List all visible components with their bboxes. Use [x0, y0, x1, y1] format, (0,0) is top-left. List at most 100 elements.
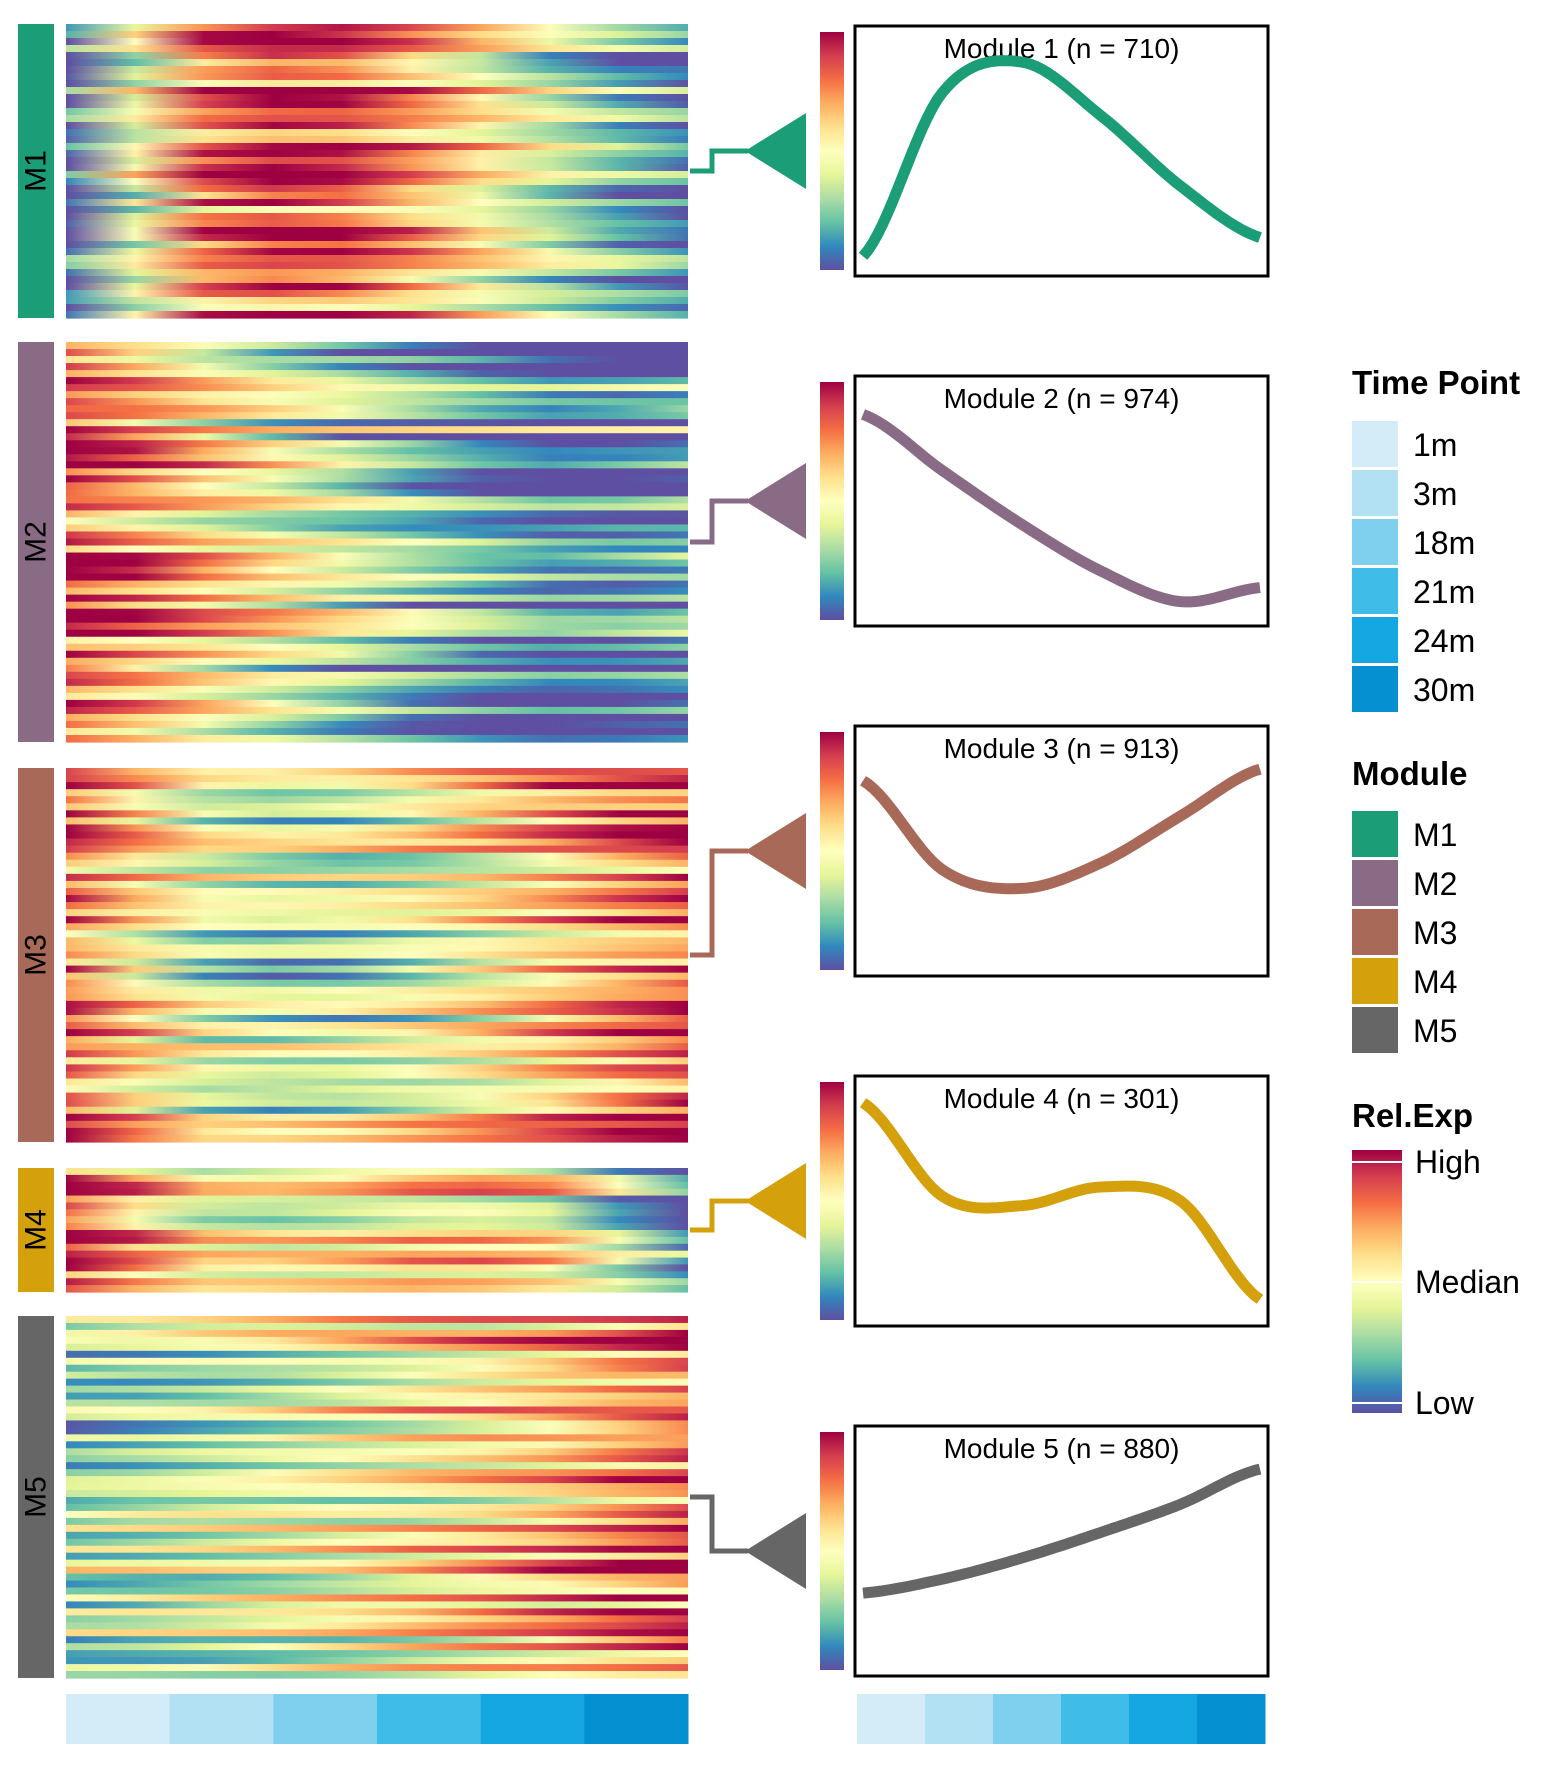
heatmap-row: [66, 944, 688, 953]
heatmap-row: [66, 979, 688, 988]
legend-timepoint-label: 3m: [1413, 476, 1457, 512]
heatmap-row: [66, 1615, 688, 1623]
legend-timepoint-swatch: [1352, 519, 1398, 565]
heatmap-row: [66, 1469, 688, 1477]
heatmap-row: [66, 1014, 688, 1023]
heatmap-row: [66, 923, 688, 931]
heatmap-row: [66, 629, 688, 638]
timepoint-cell: [857, 1694, 926, 1744]
heatmap-row: [66, 1209, 688, 1217]
heatmap-row: [66, 426, 688, 434]
heatmap-row: [66, 587, 688, 596]
trend-plot-frame: [853, 24, 1270, 278]
module-trend-panels: Module 1 (n = 710) Module 2 (n = 974) Modu…: [820, 24, 1270, 1678]
heatmap-row: [66, 965, 688, 974]
heatmap-row: [66, 129, 688, 137]
legend-module-swatch: [1352, 909, 1398, 955]
heatmap-row: [66, 1007, 688, 1016]
heatmap-row: [66, 636, 688, 645]
trend-colorbar: [820, 32, 844, 270]
heatmap-row: [66, 1236, 688, 1245]
legend-module-swatch: [1352, 958, 1398, 1004]
heatmap-row: [66, 1000, 688, 1009]
heatmap-row: [66, 1343, 688, 1352]
heatmap-row: [66, 510, 688, 519]
heatmap-row: [66, 1230, 688, 1238]
heatmap-row: [66, 887, 688, 896]
heatmap-row: [66, 1406, 688, 1415]
connector-line: [690, 848, 748, 958]
heatmap-row: [66, 461, 688, 469]
legend-module-label: M5: [1413, 1013, 1457, 1049]
heatmap-row: [66, 489, 688, 497]
heatmap-row: [66, 1243, 688, 1252]
heatmap-row: [66, 1285, 688, 1293]
heatmap-row: [66, 391, 688, 399]
heatmap-row: [66, 1378, 688, 1387]
heatmap-row: [66, 531, 688, 540]
module-bar-m2: [18, 342, 54, 742]
heatmap-block-m5: [66, 1316, 688, 1679]
heatmap-row: [66, 1057, 688, 1065]
heatmap-row: [66, 1078, 688, 1087]
heatmap-row: [66, 622, 688, 631]
heatmap-row: [66, 304, 688, 312]
legend-module-label: M4: [1413, 964, 1457, 1000]
heatmap-row: [66, 412, 688, 420]
heatmap-row: [66, 1643, 688, 1651]
trend-colorbar: [820, 382, 844, 620]
legend-timepoint-swatch: [1352, 470, 1398, 516]
heatmap-row: [66, 1223, 688, 1231]
heatmap-row: [66, 573, 688, 582]
connector-line: [690, 1198, 748, 1233]
heatmap-row: [66, 1552, 688, 1561]
legend-timepoint-swatch: [1352, 617, 1398, 663]
legend-module-title: Module: [1352, 755, 1467, 792]
heatmap-row: [66, 108, 688, 116]
heatmap-row: [66, 1271, 688, 1279]
heatmap-row: [66, 1134, 688, 1143]
legend-module-swatch: [1352, 811, 1398, 857]
heatmap-row: [66, 269, 688, 277]
heatmap-row: [66, 1336, 688, 1345]
trend-line: [862, 1463, 1262, 1599]
module-bar-label: M2: [20, 521, 53, 563]
connector-triangle: [745, 813, 806, 889]
connector-line: [690, 1494, 748, 1554]
heatmap-row: [66, 734, 688, 743]
heatmap-row: [66, 1120, 688, 1129]
heatmap-row: [66, 545, 688, 554]
heatmap-row: [66, 1608, 688, 1616]
heatmap-row: [66, 66, 688, 74]
heatmap-row: [66, 206, 688, 214]
heatmap-row: [66, 1503, 688, 1512]
trend-title: Module 5 (n = 880): [944, 1433, 1180, 1464]
heatmap-row: [66, 150, 688, 158]
heatmap-row: [66, 1427, 688, 1435]
trend-colorbar: [820, 732, 844, 970]
heatmap-row: [66, 831, 688, 840]
heatmap-row: [66, 1483, 688, 1491]
heatmap-row: [66, 1092, 688, 1101]
heatmap-row: [66, 951, 688, 960]
heatmap-row: [66, 1216, 688, 1224]
module-bar-m3: [18, 768, 54, 1142]
heatmap-row: [66, 157, 688, 165]
heatmap-row: [66, 1357, 688, 1366]
heatmap-row: [66, 1566, 688, 1575]
heatmap-row: [66, 852, 688, 861]
relexp-low-label: Low: [1415, 1385, 1475, 1421]
heatmap-row: [66, 566, 688, 575]
heatmap-row: [66, 248, 688, 256]
trend-line: [860, 409, 1261, 608]
heatmap-row: [66, 524, 688, 533]
heatmap-row: [66, 1441, 688, 1449]
legend-timepoint-items: 1m 3m 18m 21m 24m 30m: [1352, 421, 1475, 712]
heatmap-row: [66, 342, 688, 350]
timepoint-cell: [169, 1694, 274, 1744]
heatmap-row: [66, 38, 688, 46]
timepoint-cell: [925, 1694, 994, 1744]
module-bar-m1: [18, 24, 54, 318]
heatmap-row: [66, 59, 688, 67]
heatmap-row: [66, 1476, 688, 1484]
